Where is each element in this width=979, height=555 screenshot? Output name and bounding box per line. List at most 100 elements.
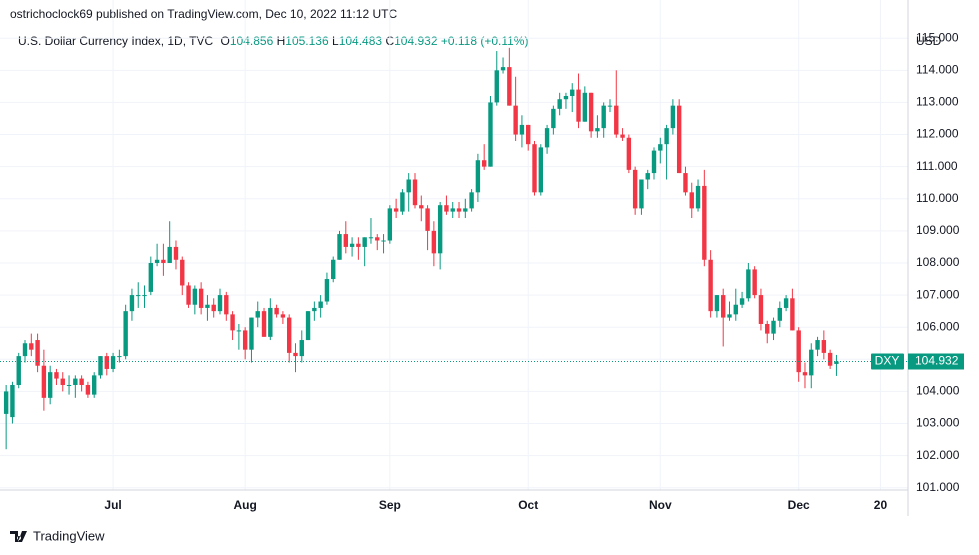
y-tick-label: 114.000 (916, 62, 959, 76)
candle-body (73, 378, 78, 385)
candle-body (469, 192, 474, 209)
y-tick-label: 111.000 (916, 159, 958, 173)
candle-body (312, 307, 317, 312)
candle-body (211, 304, 216, 312)
candle-body (790, 298, 795, 331)
candle-body (180, 259, 185, 286)
candle-body (142, 295, 147, 297)
publisher-line: ostrichoclock69 published on TradingView… (10, 7, 398, 21)
symbol-title: U.S. Dollar Currency Index, 1D, TVC (18, 34, 214, 48)
legend-line: U.S. Dollar Currency Index, 1D, TVC O 104… (18, 34, 528, 48)
candle-body (614, 105, 619, 135)
candle-body (22, 343, 28, 357)
candle-body (481, 160, 487, 167)
candle-body (29, 343, 34, 350)
candle-body (765, 323, 770, 334)
candle-body (255, 311, 260, 318)
candle-body (286, 317, 292, 353)
candle-body (815, 340, 820, 350)
candle-body (746, 269, 751, 299)
candle-body (387, 208, 393, 241)
close-value: 104.932 (394, 34, 438, 48)
candle-body (676, 105, 682, 174)
candle-body (758, 295, 764, 324)
ohlc-letter: H (276, 34, 286, 48)
candle-body (626, 137, 632, 170)
candle-body (456, 208, 462, 212)
brand-name: TradingView (33, 528, 105, 543)
candle-body (507, 67, 512, 106)
symbol-label: DXY (875, 354, 900, 368)
candle-body (331, 259, 336, 280)
candle-body (463, 208, 468, 212)
candle-body (419, 205, 424, 209)
candle-body (670, 105, 676, 129)
candle-body (620, 134, 625, 138)
candle-body (66, 385, 72, 386)
candle-body (683, 173, 688, 193)
candle-body (198, 288, 204, 308)
price-tag (908, 353, 964, 370)
candle-body (437, 205, 443, 254)
candle-body (224, 295, 229, 315)
y-tick-label: 115.000 (916, 30, 959, 44)
candle-body (186, 285, 191, 305)
y-tick-label: 110.000 (916, 191, 959, 205)
candle-body (154, 259, 160, 263)
candle-body (821, 340, 827, 353)
candle-body (230, 314, 235, 331)
candle-body (695, 185, 701, 209)
candle-body (123, 311, 128, 357)
candle-body (557, 99, 562, 109)
candle-body (117, 356, 122, 358)
x-tick-label: 20 (874, 498, 888, 512)
candle-body (318, 301, 323, 308)
candle-body (362, 237, 367, 247)
symbol-tag (871, 353, 904, 370)
candle-body (406, 179, 411, 193)
ohlc-letter: O (220, 34, 230, 48)
y-tick-label: 112.000 (916, 127, 959, 141)
x-tick-label: Sep (379, 498, 401, 512)
candle-body (809, 349, 814, 376)
candle-body (639, 179, 644, 209)
candle-body (588, 92, 594, 132)
change-value: +0.118 (+0.11%) (440, 34, 529, 48)
candle-body (236, 330, 242, 332)
candle-body (280, 314, 286, 318)
candle-body (3, 391, 9, 414)
candle-body (544, 128, 550, 148)
candle-body (739, 298, 745, 305)
candle-body (375, 237, 380, 241)
candle-body (47, 372, 53, 398)
grid (0, 0, 908, 490)
candle-body (274, 307, 279, 315)
candle-body (702, 185, 707, 260)
candle-body (349, 243, 355, 247)
candle-body (192, 288, 198, 305)
candle-body (721, 295, 726, 318)
candle-body (249, 317, 254, 350)
candle-body (827, 352, 833, 366)
price-label: 104.932 (915, 354, 959, 368)
candle-body (645, 173, 650, 180)
candle-body (771, 320, 776, 334)
brand-logo (10, 531, 27, 542)
candle-body (658, 144, 663, 151)
candle-body (513, 105, 518, 135)
x-tick-label: Jul (104, 498, 121, 512)
candle-body (576, 89, 581, 122)
candle-body (595, 128, 600, 132)
x-tick-label: Oct (518, 498, 538, 512)
candle-body (400, 192, 405, 212)
candle-body (538, 147, 543, 193)
candle-body (796, 330, 801, 373)
candle-body (733, 304, 738, 315)
candle-body (727, 314, 732, 318)
candle-body (714, 295, 720, 312)
candle-body (475, 160, 481, 193)
candle-body (98, 356, 103, 376)
currency-label: USD (916, 34, 942, 48)
candle-body (268, 307, 273, 337)
